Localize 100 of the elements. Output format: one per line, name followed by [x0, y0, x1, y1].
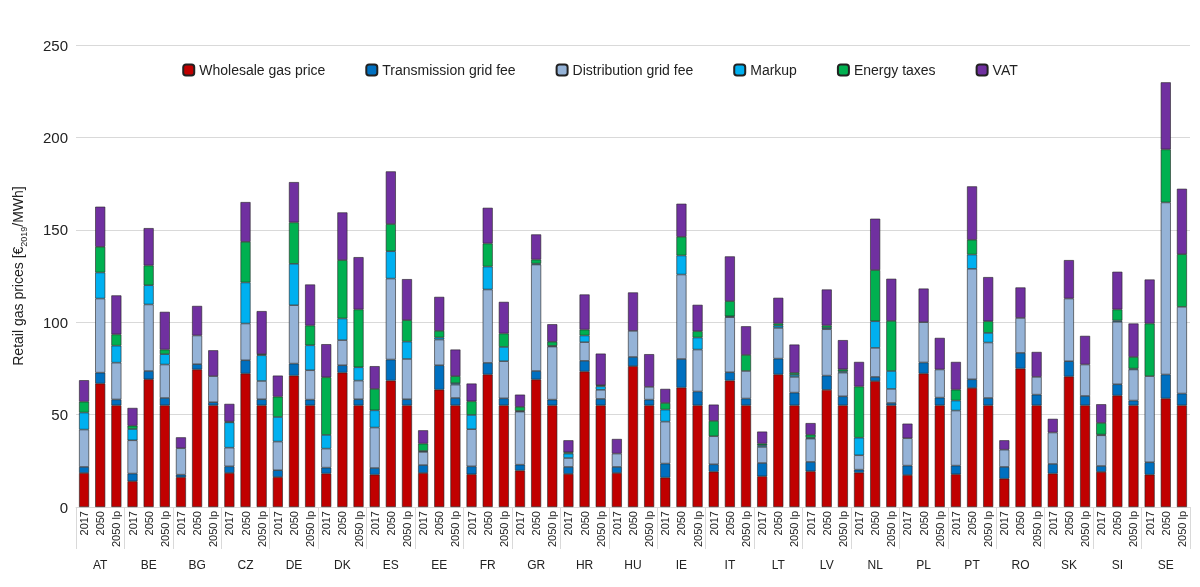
text: HU: [624, 558, 642, 572]
x-tick-label: 2050: [578, 511, 591, 536]
x-tick-label: 2050 lp: [594, 511, 607, 548]
text: IT: [724, 558, 736, 572]
legend-label: VAT: [992, 62, 1019, 78]
x-tick-label: 2050: [820, 511, 833, 536]
x-tick-label: 2050: [966, 511, 979, 536]
x-tick-label: 2050 lp: [1175, 511, 1188, 548]
x-tick-label: 2050: [917, 511, 930, 536]
x-tick-label: 2050 lp: [110, 511, 123, 548]
x-tick-label: 2017: [610, 511, 623, 536]
x-tick-label: 2017: [223, 511, 236, 536]
y-tick-label: 150: [42, 221, 68, 239]
x-tick-label: 2050 lp: [352, 511, 365, 548]
text: IE: [675, 558, 688, 572]
x-tick-label: 2017: [949, 511, 962, 536]
x-tick-label: 2017: [901, 511, 914, 536]
text: PT: [964, 558, 981, 572]
text: SK: [1060, 558, 1077, 572]
x-tick-label: 2050: [675, 511, 688, 536]
x-tick-label: 2050: [191, 511, 204, 536]
x-tick-label: 2017: [126, 511, 139, 536]
x-tick-label: 2050 lp: [1030, 511, 1043, 548]
text: LV: [819, 558, 834, 572]
x-tick-label: 2017: [1095, 511, 1108, 536]
x-tick-label: 2050 lp: [207, 511, 220, 548]
text: DE: [285, 558, 303, 572]
x-tick-label: 2050: [530, 511, 543, 536]
x-tick-label: 2050 lp: [1127, 511, 1140, 548]
text: DK: [334, 558, 351, 572]
text: BG: [188, 558, 206, 572]
text: SI: [1111, 558, 1124, 572]
x-tick-label: 2050 lp: [691, 511, 704, 548]
x-tick-label: 2017: [174, 511, 187, 536]
x-tick-label: 2050: [869, 511, 882, 536]
text: RO: [1011, 558, 1030, 572]
x-tick-label: 2050: [142, 511, 155, 536]
x-tick-label: 2017: [707, 511, 720, 536]
x-tick-label: 2050 lp: [255, 511, 268, 548]
x-tick-label: 2050: [1014, 511, 1027, 536]
legend-label: Energy taxes: [853, 62, 936, 78]
x-tick-label: 2050: [1159, 511, 1172, 536]
legend-label: Distribution grid fee: [572, 62, 694, 78]
x-tick-label: 2050 lp: [933, 511, 946, 548]
x-tick-label: 2050: [384, 511, 397, 536]
text: CZ: [237, 558, 254, 572]
x-tick-label: 2050: [239, 511, 252, 536]
x-tick-label: 2017: [320, 511, 333, 536]
x-tick-label: 2017: [417, 511, 430, 536]
x-tick-label: 2017: [465, 511, 478, 536]
x-tick-label: 2050: [1062, 511, 1075, 536]
x-tick-label: 2050 lp: [788, 511, 801, 548]
legend-label: Wholesale gas price: [199, 62, 326, 78]
x-tick-label: 2050 lp: [982, 511, 995, 548]
text: PL: [916, 558, 932, 572]
x-tick-label: 2017: [659, 511, 672, 536]
y-tick-label: 200: [42, 128, 68, 146]
x-tick-label: 2050: [627, 511, 639, 536]
y-tick-label: 50: [51, 406, 68, 424]
text: HR: [575, 558, 594, 572]
x-tick-label: 2050: [433, 511, 446, 536]
text: AT: [92, 558, 109, 572]
x-tick-label: 2050: [481, 511, 494, 536]
x-tick-label: 2050 lp: [449, 511, 462, 548]
x-tick-label: 2050: [772, 511, 785, 536]
x-tick-label: 2050: [723, 511, 736, 536]
x-tick-label: 2050 lp: [1079, 511, 1092, 548]
text: SE: [1157, 558, 1174, 572]
x-tick-label: 2017: [78, 511, 91, 536]
x-tick-label: 2050 lp: [158, 511, 171, 548]
x-tick-label: 2050 lp: [546, 511, 559, 548]
x-tick-label: 2050 lp: [304, 511, 317, 548]
x-tick-label: 2050 lp: [740, 511, 753, 548]
x-tick-label: 2050: [1111, 511, 1124, 536]
text: ES: [382, 558, 399, 572]
x-tick-label: 2017: [271, 511, 284, 536]
y-tick-label: 100: [42, 313, 68, 331]
y-tick-label: 250: [42, 36, 68, 54]
x-tick-label: 2017: [853, 511, 866, 536]
x-tick-label: 2050: [94, 511, 107, 536]
x-tick-label: 2017: [1046, 511, 1059, 536]
text: BE: [140, 558, 157, 572]
text: LT: [771, 558, 786, 572]
x-tick-label: 2017: [998, 511, 1011, 536]
x-tick-label: 2050 lp: [497, 511, 510, 548]
text: FR: [479, 558, 497, 572]
x-tick-label: 2050 lp: [836, 511, 849, 548]
y-tick-label: 0: [59, 498, 68, 516]
x-tick-label: 2017: [1143, 511, 1156, 536]
x-tick-label: 2017: [513, 511, 526, 536]
x-tick-label: 2017: [368, 511, 381, 536]
x-tick-label: 2017: [562, 511, 575, 536]
y-axis-title: Retail gas prices [€2019/MWh]: [10, 186, 29, 366]
text: NL: [867, 558, 884, 572]
x-tick-label: 2017: [804, 511, 817, 536]
x-tick-label: 2050 lp: [400, 511, 413, 548]
text: EE: [431, 558, 448, 572]
x-tick-label: 2050 lp: [885, 511, 898, 548]
x-tick-label: 2050: [287, 511, 300, 536]
text: GR: [527, 558, 546, 572]
